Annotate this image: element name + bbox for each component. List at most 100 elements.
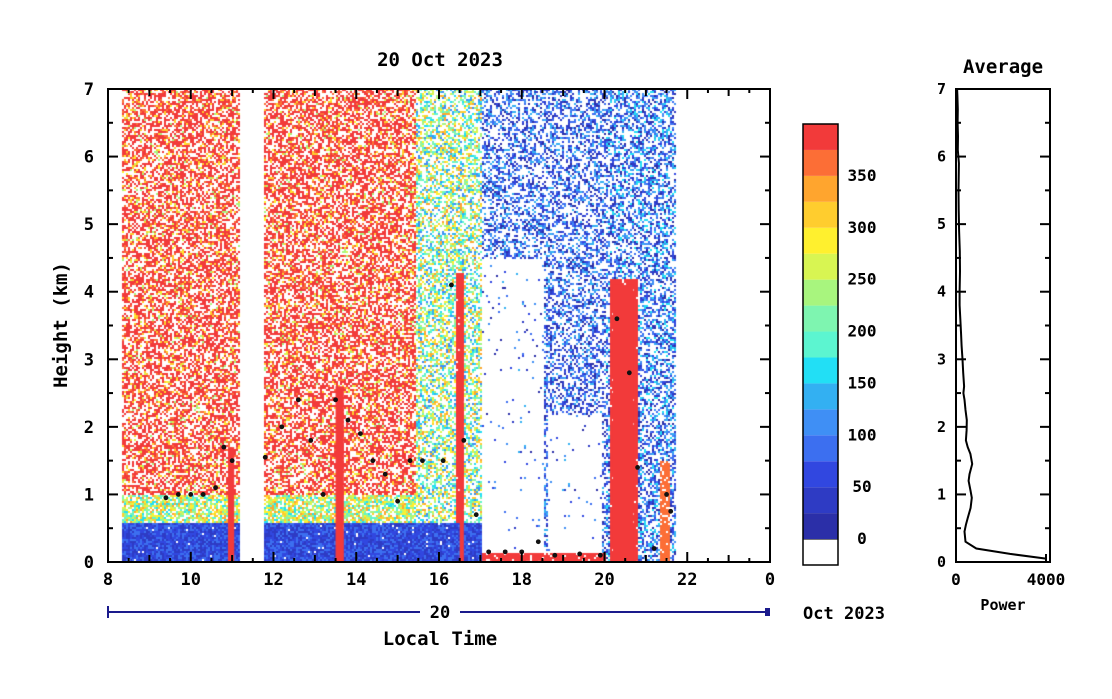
cloud-base-point	[552, 552, 558, 558]
cloud-base-point	[626, 370, 632, 376]
cloud-base-point	[333, 397, 338, 403]
cloud-base-point	[308, 437, 314, 443]
cloud-base-point	[279, 424, 285, 430]
cloud-base-point	[370, 458, 376, 464]
colorbar-label: 200	[848, 322, 877, 341]
main-x-axis-label: Local Time	[383, 628, 497, 650]
colorbar-swatch	[803, 305, 838, 332]
average-panel: Average 0 1 2 3 4 5 6 7 0 4000 Power	[937, 56, 1065, 614]
avg-y-tick-label: 6	[937, 148, 946, 166]
x-tick-label: 22	[677, 570, 697, 590]
colorbar-swatch	[803, 383, 838, 410]
cloud-base-point	[535, 539, 541, 545]
cloud-base-point	[519, 549, 525, 555]
cloud-base-point	[262, 454, 268, 460]
avg-x-tick-label: 0	[951, 570, 961, 589]
avg-y-tick-label: 5	[937, 215, 946, 233]
date-month-label: Oct 2023	[803, 604, 885, 624]
cloud-base-point	[295, 397, 301, 403]
colorbar-swatch	[803, 149, 838, 176]
cloud-base-point	[420, 458, 425, 464]
cloud-base-point	[382, 471, 388, 477]
colorbar-label: 50	[852, 477, 871, 496]
cloud-base-point	[635, 465, 640, 470]
x-tick-label: 10	[181, 570, 201, 590]
colorbar-label: 150	[848, 373, 877, 392]
colorbar-label: 300	[848, 218, 877, 237]
cloud-base-point	[407, 458, 413, 464]
colorbar-swatch	[803, 227, 838, 254]
colorbar-swatch	[803, 357, 838, 384]
average-power-profile-line	[956, 88, 1047, 560]
main-y-axis: 0 1 2 3 4 5 6 7	[84, 80, 770, 573]
cloud-base-point	[461, 437, 467, 443]
y-tick-label: 0	[84, 553, 94, 573]
y-tick-label: 1	[84, 485, 94, 505]
colorbar-nan-box	[802, 538, 839, 566]
average-x-axis-label: Power	[980, 596, 1025, 614]
x-tick-label: 20	[594, 570, 614, 590]
date-bar-end-cap	[765, 608, 770, 616]
cloud-base-point	[213, 485, 218, 491]
colorbar-swatch	[803, 435, 838, 462]
colorbar-swatch	[803, 175, 838, 202]
colorbar-swatch	[803, 461, 838, 488]
y-tick-label: 7	[84, 80, 94, 100]
heatmap-image	[108, 89, 770, 562]
cloud-base-point	[221, 444, 227, 450]
colorbar: 0 50 100 150 200 250 300 350	[802, 123, 877, 566]
avg-y-tick-label: 7	[937, 80, 946, 98]
cloud-base-point	[357, 431, 363, 437]
y-tick-label: 4	[84, 283, 94, 303]
date-axis-bar: 20 Oct 2023	[107, 603, 885, 624]
cloud-base-point	[395, 498, 401, 504]
x-tick-label: 18	[512, 570, 532, 590]
colorbar-swatch	[803, 279, 838, 306]
cloud-base-point	[345, 417, 351, 423]
y-tick-label: 2	[84, 418, 94, 438]
avg-y-tick-label: 0	[937, 553, 946, 571]
x-tick-label: 14	[346, 570, 366, 590]
x-tick-label: 0	[765, 570, 775, 590]
cloud-base-point	[614, 316, 620, 322]
y-tick-label: 5	[84, 215, 94, 235]
main-chart-title: 20 Oct 2023	[377, 49, 503, 71]
cloud-base-point	[229, 458, 235, 464]
x-tick-label: 8	[103, 570, 113, 590]
avg-y-tick-label: 4	[937, 283, 946, 301]
colorbar-swatch	[803, 331, 838, 358]
colorbar-swatch	[803, 124, 838, 150]
date-day-label: 20	[430, 603, 450, 623]
cloud-base-point	[175, 492, 181, 497]
x-tick-label: 12	[263, 570, 283, 590]
average-chart-title: Average	[963, 56, 1043, 78]
avg-x-tick-label: 4000	[1027, 570, 1066, 589]
cloud-base-point	[668, 508, 674, 514]
colorbar-label: 100	[848, 425, 877, 444]
cloud-base-point	[502, 549, 508, 555]
average-x-axis: 0 4000	[951, 554, 1065, 589]
cloud-base-point	[449, 282, 454, 288]
colorbar-label: 0	[857, 529, 867, 548]
x-tick-label: 16	[429, 570, 449, 590]
avg-y-tick-label: 1	[937, 485, 946, 503]
cloud-base-point	[440, 458, 446, 464]
colorbar-label: 250	[848, 270, 877, 289]
y-tick-label: 6	[84, 148, 94, 168]
cloud-base-series	[163, 282, 674, 558]
colorbar-swatch	[803, 253, 838, 280]
colorbar-swatch	[803, 201, 838, 228]
cloud-base-point	[664, 492, 669, 497]
y-tick-label: 3	[84, 350, 94, 370]
cloud-base-point	[473, 512, 479, 518]
cloud-base-point	[163, 495, 169, 501]
average-y-axis: 0 1 2 3 4 5 6 7	[937, 80, 1050, 571]
cloud-base-point	[200, 492, 206, 497]
colorbar-swatch	[803, 409, 838, 436]
cloud-base-point	[188, 492, 194, 497]
colorbar-swatch	[803, 513, 838, 540]
cloud-base-point	[486, 549, 492, 555]
colorbar-frame	[802, 123, 839, 566]
cloud-base-point	[597, 552, 603, 558]
